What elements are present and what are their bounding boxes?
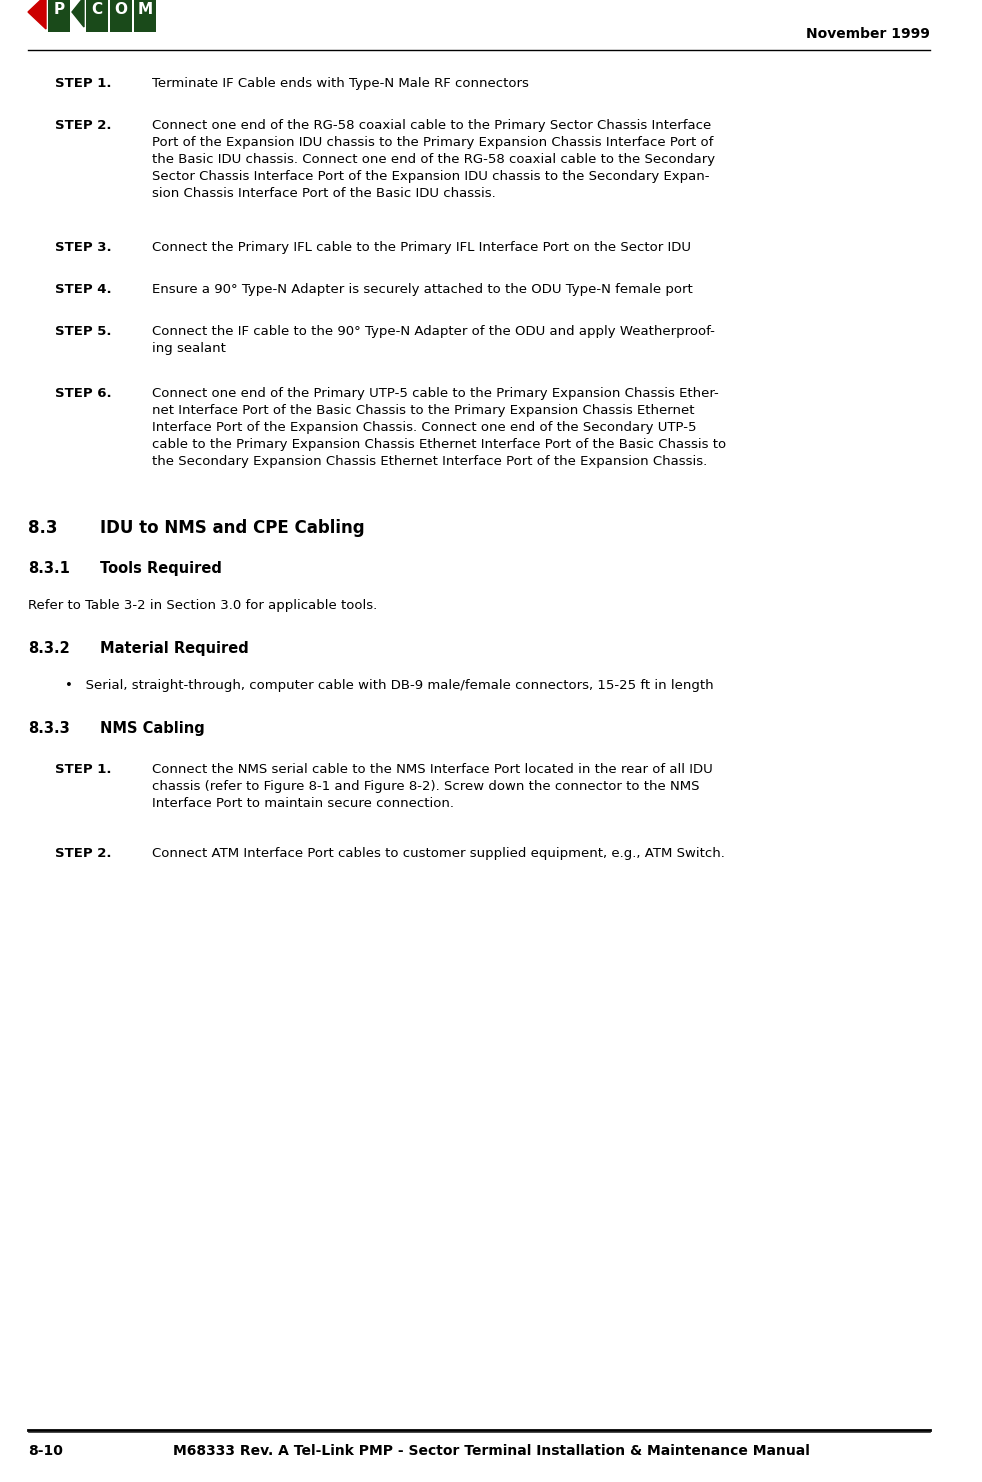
Text: STEP 1.: STEP 1. [55,77,112,90]
Text: Connect the Primary IFL cable to the Primary IFL Interface Port on the Sector ID: Connect the Primary IFL cable to the Pri… [152,242,691,253]
Text: NMS Cabling: NMS Cabling [100,722,205,737]
Text: STEP 6.: STEP 6. [55,387,112,400]
Text: 8.3.3: 8.3.3 [28,722,70,737]
Text: M: M [137,3,152,18]
Text: STEP 1.: STEP 1. [55,763,112,777]
Text: 8-10: 8-10 [28,1443,63,1458]
FancyBboxPatch shape [134,0,156,33]
Text: P: P [53,3,65,18]
FancyBboxPatch shape [48,0,70,33]
Text: Connect one end of the Primary UTP-5 cable to the Primary Expansion Chassis Ethe: Connect one end of the Primary UTP-5 cab… [152,387,726,468]
Text: STEP 3.: STEP 3. [55,242,112,253]
Text: Tools Required: Tools Required [100,562,222,576]
Text: STEP 5.: STEP 5. [55,325,112,338]
Text: STEP 2.: STEP 2. [55,119,112,132]
Polygon shape [28,0,46,30]
Text: 8.3.1: 8.3.1 [28,562,70,576]
Text: Refer to Table 3-2 in Section 3.0 for applicable tools.: Refer to Table 3-2 in Section 3.0 for ap… [28,599,377,612]
Text: Ensure a 90° Type-N Adapter is securely attached to the ODU Type-N female port: Ensure a 90° Type-N Adapter is securely … [152,283,692,296]
Text: November 1999: November 1999 [806,27,930,41]
FancyBboxPatch shape [110,0,132,33]
Polygon shape [72,0,84,27]
Text: 8.3: 8.3 [28,519,58,536]
Text: STEP 4.: STEP 4. [55,283,112,296]
Text: M68333 Rev. A Tel-Link PMP - Sector Terminal Installation & Maintenance Manual: M68333 Rev. A Tel-Link PMP - Sector Term… [173,1443,809,1458]
Text: Connect ATM Interface Port cables to customer supplied equipment, e.g., ATM Swit: Connect ATM Interface Port cables to cus… [152,848,725,860]
Text: 8.3.2: 8.3.2 [28,642,70,657]
Text: Material Required: Material Required [100,642,248,657]
Text: O: O [115,3,128,18]
Text: Terminate IF Cable ends with Type-N Male RF connectors: Terminate IF Cable ends with Type-N Male… [152,77,529,90]
Text: •   Serial, straight-through, computer cable with DB-9 male/female connectors, 1: • Serial, straight-through, computer cab… [65,679,714,692]
Text: Connect the IF cable to the 90° Type-N Adapter of the ODU and apply Weatherproof: Connect the IF cable to the 90° Type-N A… [152,325,715,356]
FancyBboxPatch shape [86,0,108,33]
Text: C: C [91,3,102,18]
Text: Connect one end of the RG-58 coaxial cable to the Primary Sector Chassis Interfa: Connect one end of the RG-58 coaxial cab… [152,119,715,200]
Text: STEP 2.: STEP 2. [55,848,112,860]
Text: IDU to NMS and CPE Cabling: IDU to NMS and CPE Cabling [100,519,364,536]
Text: Connect the NMS serial cable to the NMS Interface Port located in the rear of al: Connect the NMS serial cable to the NMS … [152,763,713,811]
